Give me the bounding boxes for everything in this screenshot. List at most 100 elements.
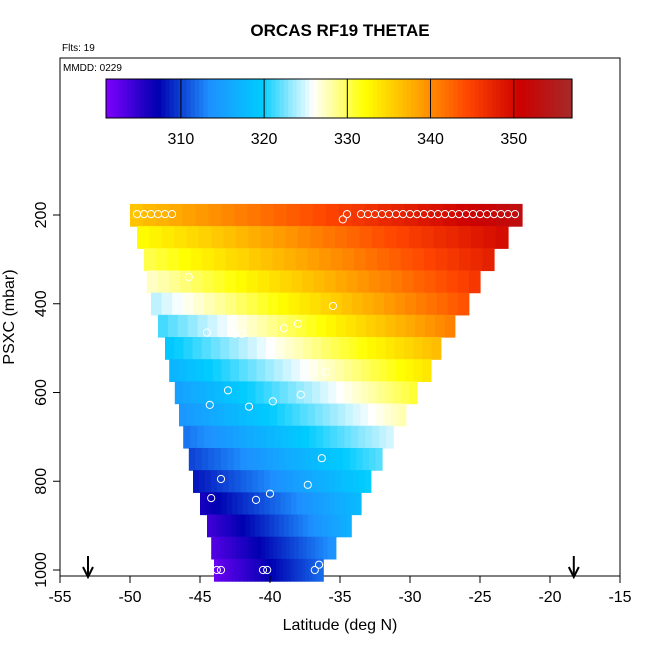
heatmap-cell <box>211 536 216 560</box>
heatmap-cell <box>207 514 213 538</box>
heatmap-cell <box>421 226 435 249</box>
heatmap-cell <box>267 292 279 316</box>
colorbar-swatch <box>389 79 395 118</box>
heatmap-cell <box>369 359 380 383</box>
flight-track-point <box>205 400 214 409</box>
colorbar-swatch <box>470 79 476 118</box>
heatmap-cell <box>404 203 419 227</box>
colorbar-swatch <box>449 79 454 118</box>
colorbar-swatch <box>360 79 366 118</box>
heatmap-cell <box>211 514 218 538</box>
heatmap-cell <box>296 314 307 338</box>
colorbar-swatch <box>343 79 349 118</box>
heatmap-cell <box>143 203 157 227</box>
heatmap-cell <box>330 337 341 360</box>
heatmap-cell <box>346 270 359 294</box>
heatmap-cell <box>222 470 230 493</box>
heatmap-cell <box>264 492 271 516</box>
heatmap-cell <box>369 447 377 471</box>
heatmap-cell <box>339 492 346 516</box>
heatmap-cell <box>225 248 238 272</box>
heatmap-cell <box>335 359 345 383</box>
heatmap-cell <box>321 337 332 360</box>
flight-track-point <box>293 319 303 328</box>
heatmap-cell <box>197 425 205 449</box>
colorbar-swatch <box>258 79 264 118</box>
heatmap-cell <box>167 248 180 272</box>
heatmap-cell <box>297 226 311 249</box>
heatmap-cell <box>312 492 319 516</box>
heatmap-cell <box>342 248 355 272</box>
heatmap-cell <box>149 226 163 249</box>
heatmap-cell <box>260 248 273 272</box>
colorbar-swatch <box>542 79 548 118</box>
heatmap-cell <box>368 403 377 427</box>
colorbar-swatch <box>423 79 429 118</box>
heatmap-cell <box>337 403 346 427</box>
colorbar-swatch <box>156 79 162 118</box>
heatmap-cell <box>361 359 371 383</box>
heatmap-cell <box>190 381 200 405</box>
heatmap-cell <box>302 536 308 560</box>
heatmap-cell <box>165 337 175 360</box>
heatmap-cell <box>296 492 303 516</box>
colorbar-swatch <box>305 79 310 118</box>
heatmap-cell <box>272 447 280 471</box>
heatmap-cell <box>232 425 240 449</box>
heatmap-cell <box>302 270 314 294</box>
heatmap-cell <box>177 359 188 383</box>
colorbar-swatch <box>296 79 302 118</box>
heatmap-cell <box>415 314 426 338</box>
heatmap-cell <box>221 514 227 538</box>
heatmap-cell <box>307 492 314 516</box>
heatmap-cell <box>201 403 210 427</box>
heatmap-cell <box>221 447 229 471</box>
heatmap-cell <box>275 470 283 493</box>
flight-track-point <box>268 397 277 406</box>
heatmap-cell <box>183 337 194 360</box>
heatmap-cell <box>352 292 364 316</box>
colorbar-swatch <box>351 79 357 118</box>
colorbar-swatch <box>186 79 192 118</box>
heatmap-cell <box>240 514 247 538</box>
heatmap-cell <box>336 314 347 338</box>
colorbar-swatch <box>444 79 450 118</box>
colorbar: 310 320 330 340 350 <box>105 78 573 148</box>
heatmap-cell <box>281 536 287 560</box>
colorbar-swatch <box>237 79 243 118</box>
heatmap-cell <box>282 359 292 383</box>
heatmap-cell <box>237 492 244 516</box>
heatmap-cell <box>412 248 425 272</box>
colorbar-swatch <box>135 79 141 118</box>
heatmap-cell <box>447 248 460 272</box>
heatmap-cell <box>495 226 509 249</box>
colorbar-swatch <box>432 79 438 118</box>
colorbar-swatch <box>131 79 137 118</box>
heatmap-cell <box>375 314 387 338</box>
colorbar-swatch <box>372 79 378 118</box>
heatmap-cell <box>278 292 290 316</box>
heatmap-cell <box>316 314 327 338</box>
colorbar-swatch <box>402 79 408 118</box>
heatmap-cell <box>355 314 367 338</box>
heatmap-cell <box>239 425 247 449</box>
heatmap-cell <box>216 492 223 516</box>
heatmap-cell <box>323 536 329 560</box>
heatmap-cell <box>221 558 226 582</box>
heatmap-cell <box>224 270 237 294</box>
colorbar-swatch <box>483 79 488 118</box>
heatmap-cell <box>341 292 353 316</box>
heatmap-cell <box>244 536 250 560</box>
heatmap-cell <box>291 270 303 294</box>
heatmap-cell <box>308 359 319 383</box>
heatmap-cell <box>328 381 337 405</box>
heatmap-cell <box>248 226 262 249</box>
heatmap-cell <box>208 203 223 227</box>
heatmap-cell <box>385 314 397 338</box>
y-tick-label: 200 <box>33 202 50 229</box>
colorbar-swatch <box>245 79 251 118</box>
heatmap-cell <box>394 337 405 360</box>
heatmap-cell <box>214 558 219 582</box>
heatmap-cell <box>435 270 448 294</box>
heatmap-cell <box>368 381 378 405</box>
